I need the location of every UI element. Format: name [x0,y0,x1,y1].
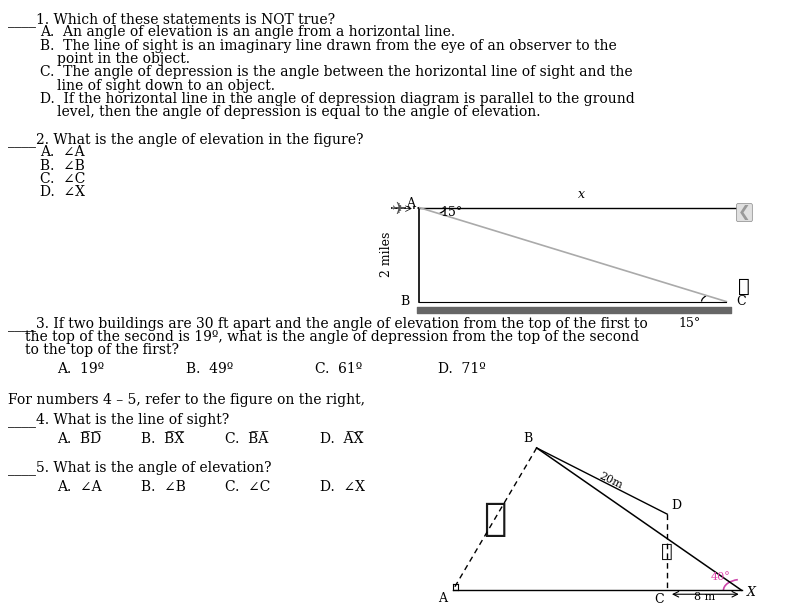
Text: D.  71º: D. 71º [439,362,487,376]
Text: ____4. What is the line of sight?: ____4. What is the line of sight? [8,412,229,427]
Text: 40°: 40° [711,573,731,582]
Text: D.  If the horizontal line in the angle of depression diagram is parallel to the: D. If the horizontal line in the angle o… [40,92,635,106]
Text: to the top of the first?: to the top of the first? [25,343,178,357]
Text: 15°: 15° [678,317,701,330]
Text: A.  B̅D̅: A. B̅D̅ [57,432,101,446]
Text: C.  ∠C: C. ∠C [225,480,270,494]
Text: C: C [736,295,745,308]
Text: A.  ∠A: A. ∠A [57,480,102,494]
Text: A.  ∠A: A. ∠A [40,145,85,159]
Text: level, then the angle of depression is equal to the angle of elevation.: level, then the angle of depression is e… [57,105,541,119]
Text: ____2. What is the angle of elevation in the figure?: ____2. What is the angle of elevation in… [8,132,363,147]
Text: line of sight down to an object.: line of sight down to an object. [57,78,275,92]
Text: B.  ∠B: B. ∠B [141,480,186,494]
Text: 2 miles: 2 miles [380,232,392,277]
Text: point in the object.: point in the object. [57,52,190,66]
Text: B.  The line of sight is an imaginary line drawn from the eye of an observer to : B. The line of sight is an imaginary lin… [40,38,617,52]
Text: ____5. What is the angle of elevation?: ____5. What is the angle of elevation? [8,460,271,475]
Text: 20m: 20m [597,471,624,491]
Text: x: x [745,203,752,216]
Text: 15°: 15° [440,206,463,219]
Text: C.  B̅A̅: C. B̅A̅ [225,432,268,446]
Text: D.  ∠X: D. ∠X [320,480,365,494]
Text: B: B [523,432,533,445]
Text: X: X [747,586,756,599]
Text: C.  The angle of depression is the angle between the horizontal line of sight an: C. The angle of depression is the angle … [40,65,633,79]
Text: ____3. If two buildings are 30 ft apart and the angle of elevation from the top : ____3. If two buildings are 30 ft apart … [8,316,648,331]
Text: B.  ∠B: B. ∠B [40,159,85,173]
Text: B.  B̅X̅: B. B̅X̅ [141,432,184,446]
Text: B: B [401,295,410,308]
Text: x: x [578,188,585,201]
Text: D: D [671,499,681,512]
Text: 🌳: 🌳 [737,277,749,296]
Text: A: A [406,196,415,210]
Text: ____1. Which of these statements is NOT true?: ____1. Which of these statements is NOT … [8,12,335,27]
Text: ✈: ✈ [391,199,406,218]
Text: For numbers 4 – 5, refer to the figure on the right,: For numbers 4 – 5, refer to the figure o… [8,393,365,407]
Text: 🌳: 🌳 [483,500,506,538]
Text: C.  ∠C: C. ∠C [40,172,86,186]
Text: A.  An angle of elevation is an angle from a horizontal line.: A. An angle of elevation is an angle fro… [40,25,455,39]
Text: C.  61º: C. 61º [314,362,362,376]
Text: A.  19º: A. 19º [57,362,105,376]
Text: C: C [654,593,663,606]
Text: ❮: ❮ [738,205,751,220]
Text: 🌲: 🌲 [661,542,673,561]
Text: the top of the second is 19º, what is the angle of depression from the top of th: the top of the second is 19º, what is th… [25,330,639,344]
Text: D.  ∠X: D. ∠X [40,185,85,199]
Text: 8 m: 8 m [694,592,715,602]
Text: D.  A̅X̅: D. A̅X̅ [320,432,364,446]
Text: B.  49º: B. 49º [185,362,233,376]
Text: A: A [438,592,447,605]
